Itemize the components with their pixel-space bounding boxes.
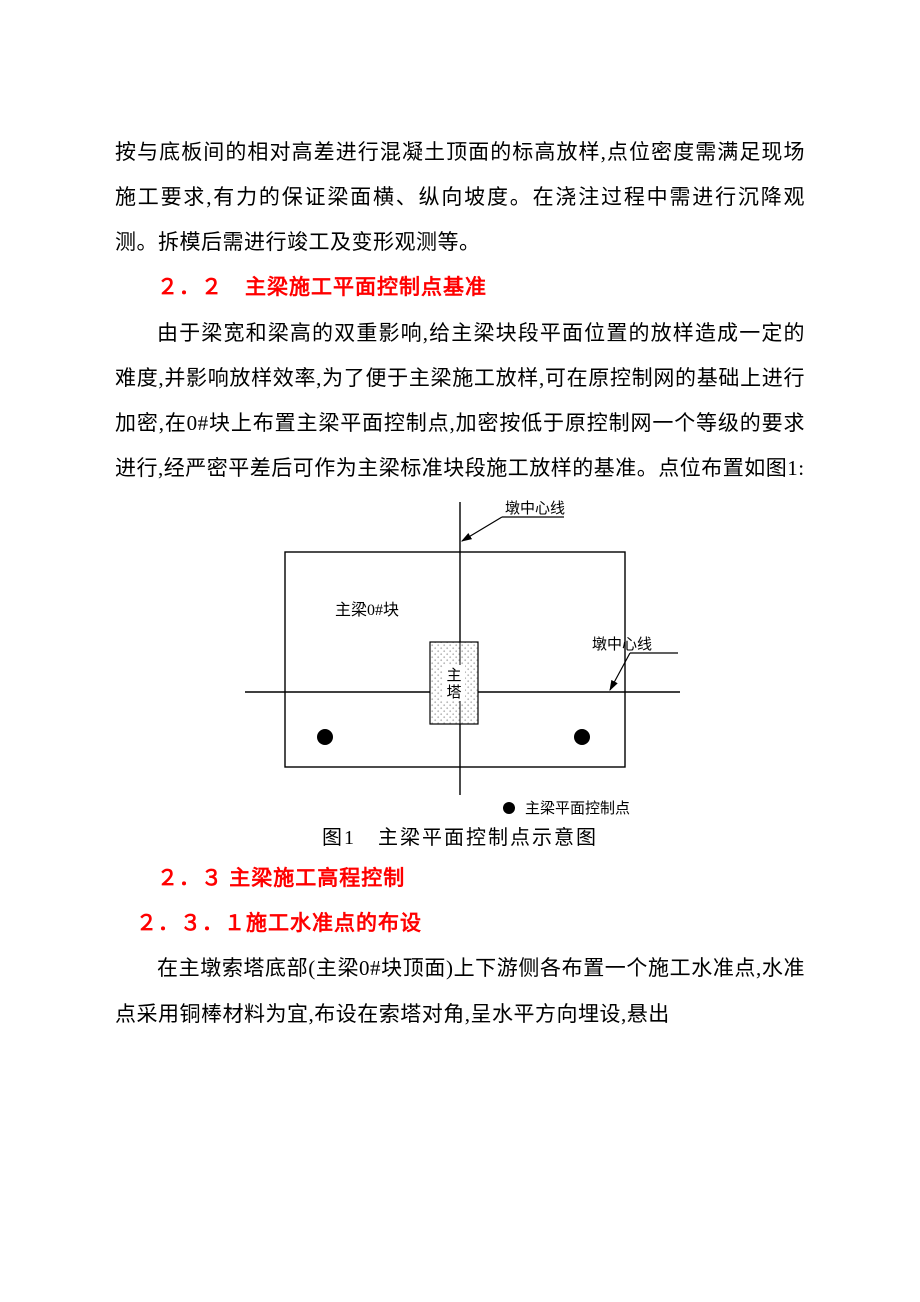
figure-1-caption: 图1 主梁平面控制点示意图 [115, 821, 805, 850]
svg-text:主: 主 [446, 667, 461, 684]
svg-text:塔: 塔 [446, 684, 461, 701]
heading-2-3-1: ２．３．１施工水准点的布设 [136, 901, 805, 946]
svg-text:主梁0#块: 主梁0#块 [335, 601, 399, 619]
paragraph-1: 按与底板间的相对高差进行混凝土顶面的标高放样,点位密度需满足现场施工要求,有力的… [115, 130, 805, 265]
control-point-diagram: 主塔主梁0#块墩中心线墩中心线主梁平面控制点 [230, 497, 690, 817]
paragraph-3: 在主墩索塔底部(主梁0#块顶面)上下游侧各布置一个施工水准点,水准点采用铜棒材料… [115, 946, 805, 1036]
diagram-container: 主塔主梁0#块墩中心线墩中心线主梁平面控制点 [115, 497, 805, 817]
paragraph-2: 由于梁宽和梁高的双重影响,给主梁块段平面位置的放样造成一定的难度,并影响放样效率… [115, 311, 805, 492]
heading-2-2: ２．２ 主梁施工平面控制点基准 [157, 265, 805, 310]
svg-text:墩中心线: 墩中心线 [505, 500, 565, 517]
svg-text:墩中心线: 墩中心线 [592, 636, 652, 653]
svg-text:主梁平面控制点: 主梁平面控制点 [525, 800, 630, 817]
heading-2-3: ２．３ 主梁施工高程控制 [157, 856, 805, 901]
